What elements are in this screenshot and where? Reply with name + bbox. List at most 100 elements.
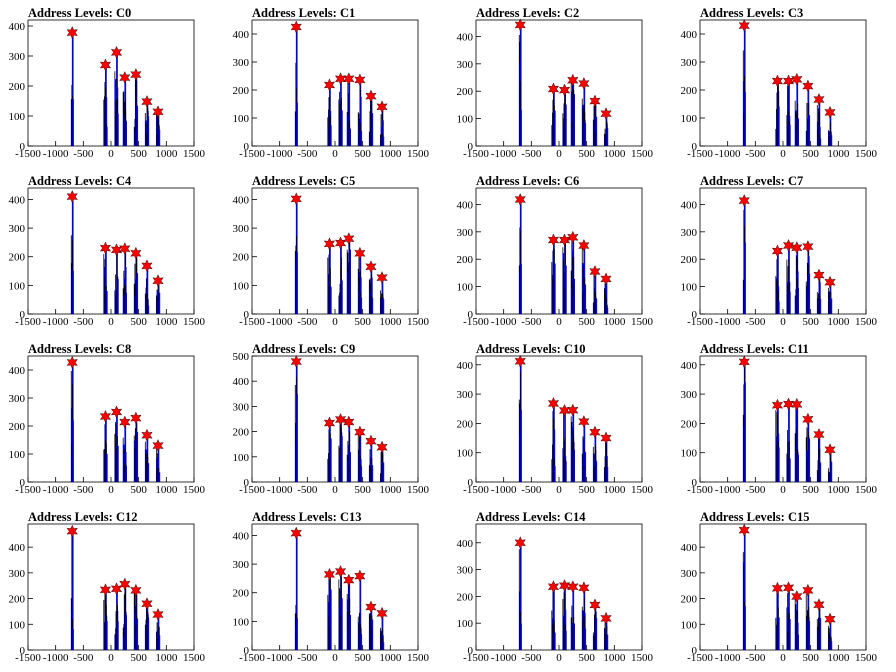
peak-marker <box>600 107 612 121</box>
panel-0: Address Levels: C0-1500 -1000 -500 0 500 1000… <box>9 6 206 160</box>
peak-marker <box>376 271 388 285</box>
x-tick-label: -1000 <box>715 652 741 664</box>
y-tick-label: 400 <box>681 199 698 211</box>
y-tick-label: 0 <box>244 645 250 657</box>
panel-14: Address Levels: C14 -1500 -1000 -500 0 500 100… <box>457 510 654 664</box>
y-tick-label: 0 <box>692 309 698 321</box>
peak-marker <box>600 611 612 625</box>
y-tick-label: 400 <box>9 194 26 206</box>
panel-3: Address Levels: C3-1500 -1000 -500 0 500 1000… <box>681 6 878 160</box>
y-tick-label: 0 <box>244 309 250 321</box>
y-tick-label: 100 <box>9 619 26 631</box>
x-tick-label: -1500 <box>15 316 41 328</box>
panel-title: Address Levels: C0 <box>28 6 131 20</box>
x-tick-label: -500 <box>73 316 94 328</box>
x-tick-label: -1500 <box>463 148 489 160</box>
peak-marker <box>110 582 123 596</box>
y-tick-label: 0 <box>20 309 26 321</box>
peak-marker <box>578 415 590 429</box>
peak-marker <box>66 524 78 538</box>
x-tick-label: 1000 <box>155 652 178 664</box>
y-tick-label: 200 <box>233 427 250 439</box>
x-tick-label: -1500 <box>463 652 489 664</box>
y-tick-label: 100 <box>681 619 698 631</box>
peak-marker <box>824 105 836 119</box>
x-tick-label: 1000 <box>379 148 402 160</box>
peak-marker <box>813 268 825 282</box>
peak-marker <box>119 242 131 256</box>
y-tick-label: 100 <box>681 113 698 125</box>
panel-13: Address Levels: C13 -1500 -1000 -500 0 500 100… <box>233 510 430 664</box>
y-tick-label: 200 <box>457 86 474 98</box>
y-tick-label: 300 <box>9 223 26 235</box>
peak-marker <box>365 600 377 614</box>
y-tick-label: 400 <box>457 538 474 550</box>
y-tick-label: 100 <box>9 280 26 292</box>
panel-9: Address Levels: C9-1500 -1000 -500 0 500 1000… <box>233 342 430 496</box>
y-tick-label: 400 <box>233 29 250 41</box>
peak-marker <box>152 608 164 622</box>
x-tick-label: 0 <box>108 484 114 496</box>
y-tick-label: 500 <box>233 351 250 363</box>
x-tick-label: 0 <box>332 148 338 160</box>
x-tick-label: 1000 <box>827 652 850 664</box>
peak-marker <box>354 425 366 439</box>
peak-marker <box>547 82 560 96</box>
y-tick-label: 400 <box>233 194 250 206</box>
peak-marker <box>558 404 571 417</box>
x-tick-label: -1000 <box>267 652 293 664</box>
y-tick-label: 300 <box>457 227 474 239</box>
x-tick-label: 500 <box>130 148 147 160</box>
y-tick-label: 100 <box>681 282 698 294</box>
panel-title: Address Levels: C3 <box>700 6 803 20</box>
x-tick-label: -1000 <box>715 148 741 160</box>
x-tick-label: 1500 <box>631 652 654 664</box>
plot-frame <box>27 523 195 651</box>
peak-marker <box>334 72 347 86</box>
peak-marker <box>567 580 579 594</box>
x-tick-label: 0 <box>780 316 786 328</box>
y-tick-label: 200 <box>457 418 474 430</box>
peak-marker <box>791 241 803 255</box>
y-tick-label: 100 <box>233 452 250 464</box>
x-tick-label: 0 <box>108 316 114 328</box>
x-tick-label: 500 <box>578 652 595 664</box>
y-tick-label: 200 <box>681 254 698 266</box>
x-tick-label: 0 <box>332 316 338 328</box>
x-tick-label: 1500 <box>631 316 654 328</box>
x-tick-label: -500 <box>521 652 542 664</box>
x-tick-label: 500 <box>354 316 371 328</box>
peak-marker <box>99 583 112 597</box>
x-tick-label: 500 <box>578 316 595 328</box>
peak-marker <box>578 239 590 253</box>
peak-marker <box>589 598 601 612</box>
x-tick-label: 0 <box>332 484 338 496</box>
y-tick-label: 200 <box>681 594 698 606</box>
y-tick-label: 300 <box>233 57 250 69</box>
x-tick-label: 1500 <box>407 148 430 160</box>
x-tick-label: -500 <box>73 484 94 496</box>
x-tick-label: 0 <box>780 652 786 664</box>
plot-frame <box>475 355 643 483</box>
x-tick-label: 1500 <box>183 148 206 160</box>
peak-marker <box>791 590 803 604</box>
x-tick-label: 1000 <box>603 652 626 664</box>
y-tick-label: 100 <box>9 449 26 461</box>
peak-marker <box>738 523 750 537</box>
x-tick-label: -1000 <box>43 652 69 664</box>
peak-marker <box>66 26 78 40</box>
panel-title: Address Levels: C9 <box>252 342 355 356</box>
y-tick-label: 200 <box>9 594 26 606</box>
y-tick-label: 0 <box>692 645 698 657</box>
peak-marker <box>343 573 355 587</box>
peak-marker <box>782 397 795 411</box>
peak-marker <box>119 577 131 591</box>
plot-frame <box>27 19 195 147</box>
x-tick-label: -1000 <box>491 484 517 496</box>
y-tick-label: 200 <box>681 85 698 97</box>
peak-marker <box>343 72 355 86</box>
y-tick-label: 400 <box>457 199 474 211</box>
x-tick-label: -500 <box>297 148 318 160</box>
peak-marker <box>110 405 123 419</box>
panel-15: Address Levels: C15 -1500 -1000 -500 0 500 100… <box>681 510 878 664</box>
